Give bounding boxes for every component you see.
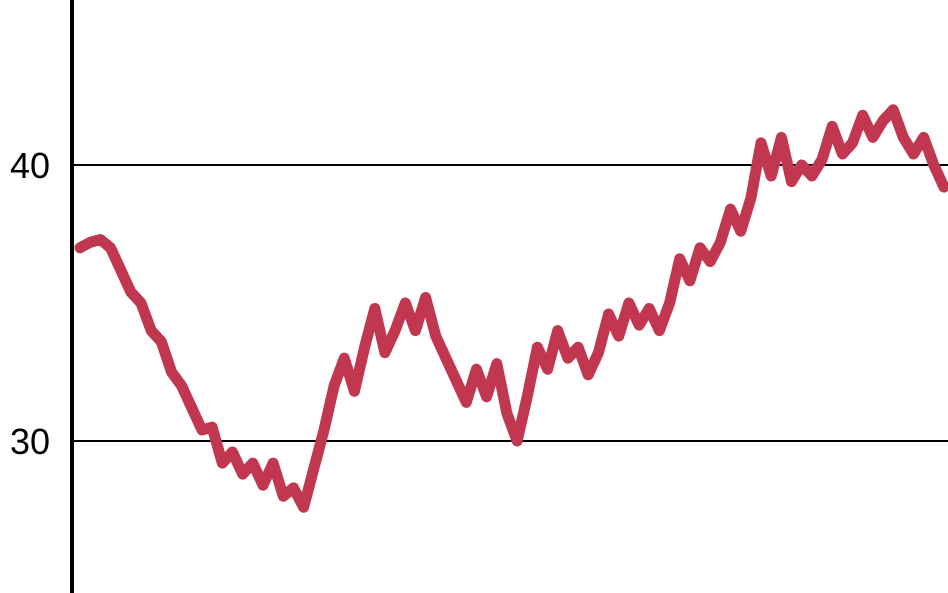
line-chart: 40 30 bbox=[0, 0, 948, 593]
chart-plot-area bbox=[0, 0, 948, 593]
data-series-line bbox=[80, 110, 944, 507]
